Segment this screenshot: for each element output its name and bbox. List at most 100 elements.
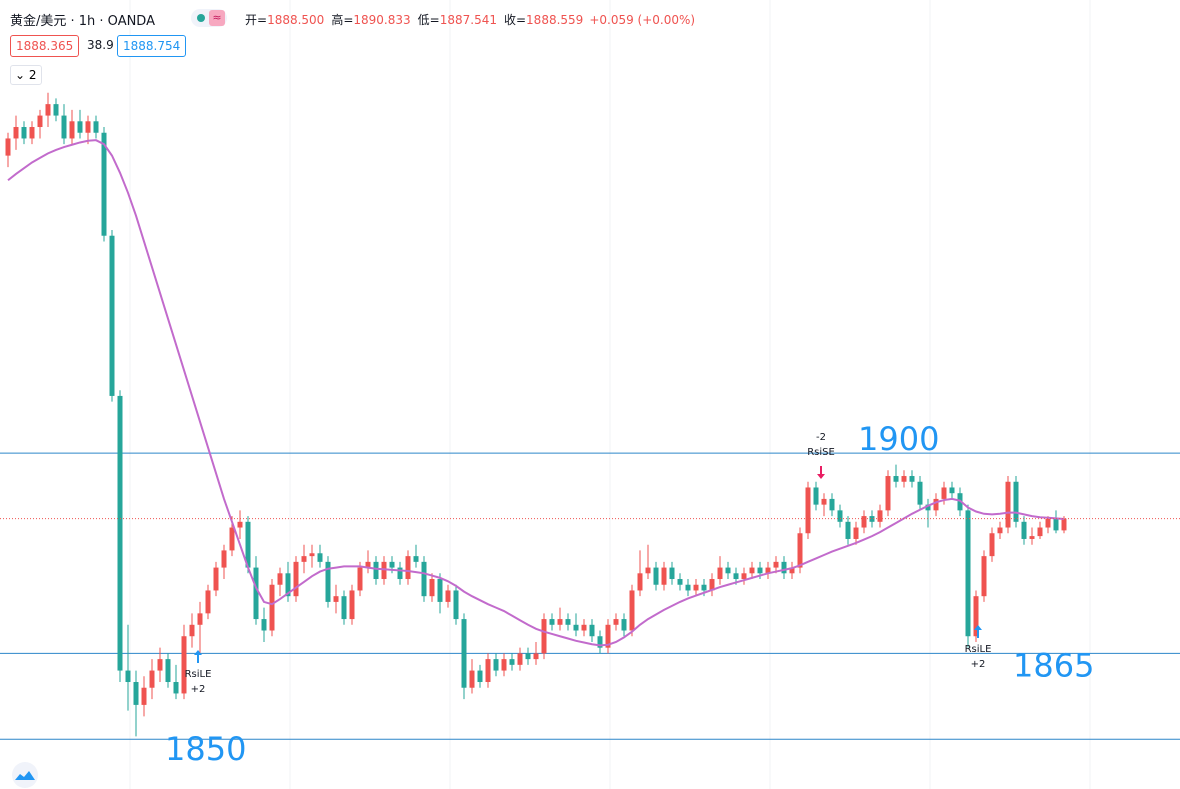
candle-body [149, 670, 155, 688]
candle-body [309, 553, 315, 557]
candle-body [93, 121, 99, 133]
candle-body [325, 561, 331, 602]
candle-body [749, 567, 755, 574]
candle-body [349, 590, 355, 620]
candle-body [781, 561, 787, 574]
candle-body [829, 498, 835, 511]
candle-body [933, 498, 939, 511]
candle-body [317, 553, 323, 562]
candle-body [341, 596, 347, 620]
stat-value: 1887.541 [439, 13, 497, 27]
candle-body [5, 138, 11, 156]
bid-box: 1888.365 [10, 35, 80, 57]
candle-body [981, 556, 987, 597]
candle-body [229, 527, 235, 551]
candle-body [141, 687, 147, 705]
candle-body [13, 127, 19, 139]
candle-body [885, 476, 891, 511]
indicator-count: 2 [28, 68, 37, 82]
candle-body [1061, 518, 1067, 531]
logo [12, 762, 38, 788]
candle-body [1045, 518, 1051, 528]
candle-body [669, 567, 675, 580]
candle-body [717, 567, 723, 580]
candle-body [661, 567, 667, 585]
candle-body [597, 636, 603, 648]
status-pill: ≈ [191, 9, 227, 27]
candle-body [733, 573, 739, 580]
indicator-toggle[interactable]: ⌄ 2 [10, 65, 42, 85]
candle-body [237, 521, 243, 528]
candle-body [541, 619, 547, 654]
level-label: 1900 [858, 420, 939, 458]
signal-qty: +2 [971, 659, 986, 670]
candle-body [157, 659, 163, 671]
candle-body [941, 487, 947, 499]
candle-body [1029, 536, 1035, 539]
candle-body [165, 659, 171, 683]
candle-body [517, 653, 523, 665]
stat-value: 1888.500 [267, 13, 325, 27]
candle-body [797, 533, 803, 568]
candle-body [685, 584, 691, 591]
stat-label: 低= [417, 13, 440, 27]
spread: 38.9 [87, 38, 114, 52]
candle-body [837, 510, 843, 522]
candle-body [573, 624, 579, 631]
candle-body [501, 659, 507, 671]
candle-body [37, 115, 43, 128]
candle-body [653, 567, 659, 585]
candle-body [557, 619, 563, 625]
signal-name: RsiLE [185, 669, 212, 680]
candle-body [245, 521, 251, 568]
stat-label: 开= [245, 13, 268, 27]
candle-body [109, 235, 115, 396]
chevron: ⌄ [15, 68, 26, 82]
candle-body [389, 561, 395, 568]
ask-box: 1888.754 [117, 35, 187, 57]
ohlc-strip: 开=1888.500 高=1890.833 低=1887.541 收=1888.559… [245, 11, 695, 28]
candle-body [61, 115, 67, 139]
candle-body [45, 104, 51, 116]
logo-mark [15, 771, 35, 780]
candle-body [261, 619, 267, 631]
candle-body [125, 670, 131, 683]
candle-body [973, 596, 979, 637]
candle-body [213, 567, 219, 591]
candle-body [197, 613, 203, 625]
stat-label: 高= [331, 13, 354, 27]
candle-body [893, 476, 899, 482]
level-label: 1865 [1013, 646, 1094, 684]
candle-body [1053, 518, 1059, 531]
candle-body [693, 584, 699, 591]
signal-arrow [194, 650, 202, 663]
candle-body [549, 619, 555, 625]
candle-body [589, 624, 595, 637]
signal-qty: +2 [191, 684, 206, 695]
candle-body [29, 127, 35, 139]
candle-body [997, 527, 1003, 534]
candle-body [301, 556, 307, 562]
signal-arrow [974, 625, 982, 638]
candle-body [101, 132, 107, 236]
level-label: 1850 [165, 730, 246, 768]
candle-body [533, 653, 539, 660]
candle-body [701, 584, 707, 591]
candle-body [901, 476, 907, 482]
candle-body [965, 510, 971, 637]
candle-body [1013, 481, 1019, 522]
candle-body [405, 556, 411, 580]
candle-body [741, 573, 747, 580]
candle-body [1037, 527, 1043, 537]
candle-body [813, 487, 819, 505]
status-icon: ≈ [209, 10, 225, 26]
stat-value: 1890.833 [353, 13, 411, 27]
candle-body [205, 590, 211, 614]
candle-body [1005, 481, 1011, 528]
candle-body [413, 556, 419, 562]
candle-body [853, 527, 859, 539]
candle-body [277, 573, 283, 585]
candle-body [397, 567, 403, 580]
